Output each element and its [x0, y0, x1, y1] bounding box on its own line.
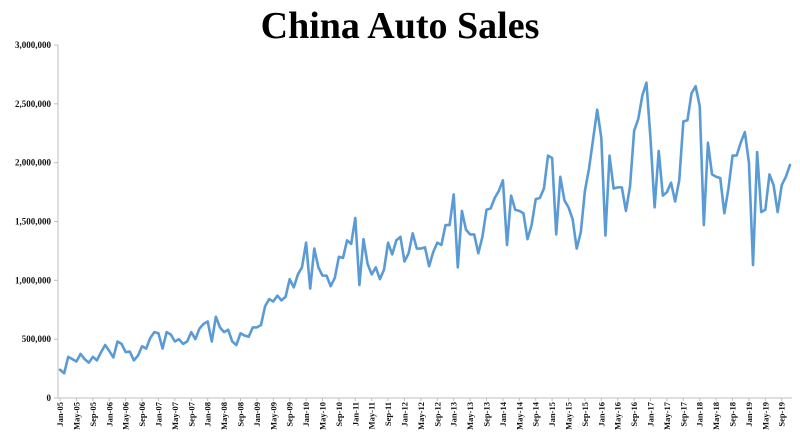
x-tick-label: Sep-08 — [235, 402, 245, 427]
x-tick-label: May-05 — [71, 402, 81, 430]
x-tick-label: May-07 — [170, 401, 180, 430]
x-tick-label: Jan-16 — [596, 402, 606, 427]
x-tick-label: May-14 — [514, 401, 524, 430]
x-tick-label: May-06 — [121, 402, 131, 430]
x-tick-label: Jan-11 — [350, 402, 360, 426]
x-tick-label: May-12 — [416, 402, 426, 430]
x-tick-label: May-08 — [219, 402, 229, 430]
x-tick-label: Jan-08 — [203, 402, 213, 427]
x-tick-label: Jan-13 — [449, 402, 459, 427]
x-tick-label: May-16 — [613, 402, 623, 430]
x-tick-label: Sep-07 — [186, 401, 196, 426]
plot-area — [58, 81, 792, 375]
x-tick-label: Sep-16 — [629, 402, 639, 427]
x-tick-label: May-15 — [564, 402, 574, 430]
x-tick-label: Jan-19 — [744, 402, 754, 427]
x-tick-label: May-18 — [711, 402, 721, 430]
y-tick-label: 3,000,000 — [15, 40, 52, 50]
x-tick-label: Jan-07 — [153, 401, 163, 426]
x-tick-label: Sep-17 — [678, 401, 688, 426]
x-tick-label: Sep-06 — [137, 402, 147, 427]
y-tick-label: 500,000 — [22, 334, 52, 344]
y-tick-label: 1,000,000 — [15, 275, 52, 285]
y-tick-label: 1,500,000 — [15, 217, 52, 227]
x-tick-label: Sep-18 — [728, 402, 738, 427]
x-tick-label: Sep-11 — [383, 402, 393, 426]
x-tick-label: Jan-17 — [646, 401, 656, 426]
y-axis: 0 500,000 1,000,000 1,500,000 2,000,000 2,500… — [15, 40, 59, 403]
x-tick-label: Jan-05 — [55, 402, 65, 427]
x-tick-label: May-11 — [367, 402, 377, 429]
x-tick-label: Sep-15 — [580, 402, 590, 427]
x-tick-label: Jan-09 — [252, 402, 262, 427]
x-tick-label: Jan-12 — [399, 402, 409, 427]
x-tick-label: May-17 — [662, 401, 672, 430]
x-tick-label: May-10 — [317, 402, 327, 430]
x-tick-label: Sep-14 — [531, 401, 541, 426]
x-axis: Jan-05 May-05 Sep-05 Jan-06 May-06 Sep-06 Jan-… — [55, 397, 792, 430]
y-tick-label: 2,000,000 — [15, 158, 52, 168]
series-line-auto-sales — [58, 81, 792, 375]
x-tick-label: May-13 — [465, 402, 475, 430]
x-tick-label: Sep-19 — [777, 402, 787, 427]
x-tick-label: Sep-10 — [334, 402, 344, 427]
x-tick-label: Jan-18 — [695, 402, 705, 427]
x-tick-label: Sep-09 — [285, 402, 295, 427]
y-tick-label: 2,500,000 — [15, 99, 52, 109]
x-tick-label: Sep-13 — [482, 402, 492, 427]
x-tick-label: May-09 — [268, 402, 278, 430]
x-tick-label: Jan-14 — [498, 401, 508, 426]
x-tick-label: Sep-12 — [432, 402, 442, 427]
x-tick-label: Jan-10 — [301, 402, 311, 427]
x-tick-label: Jan-06 — [104, 402, 114, 427]
x-tick-label: Sep-05 — [88, 402, 98, 427]
x-tick-label: Jan-15 — [547, 402, 557, 427]
x-tick-label: May-19 — [760, 402, 770, 430]
y-tick-label: 0 — [47, 393, 52, 403]
chart-title: China Auto Sales — [260, 5, 540, 47]
